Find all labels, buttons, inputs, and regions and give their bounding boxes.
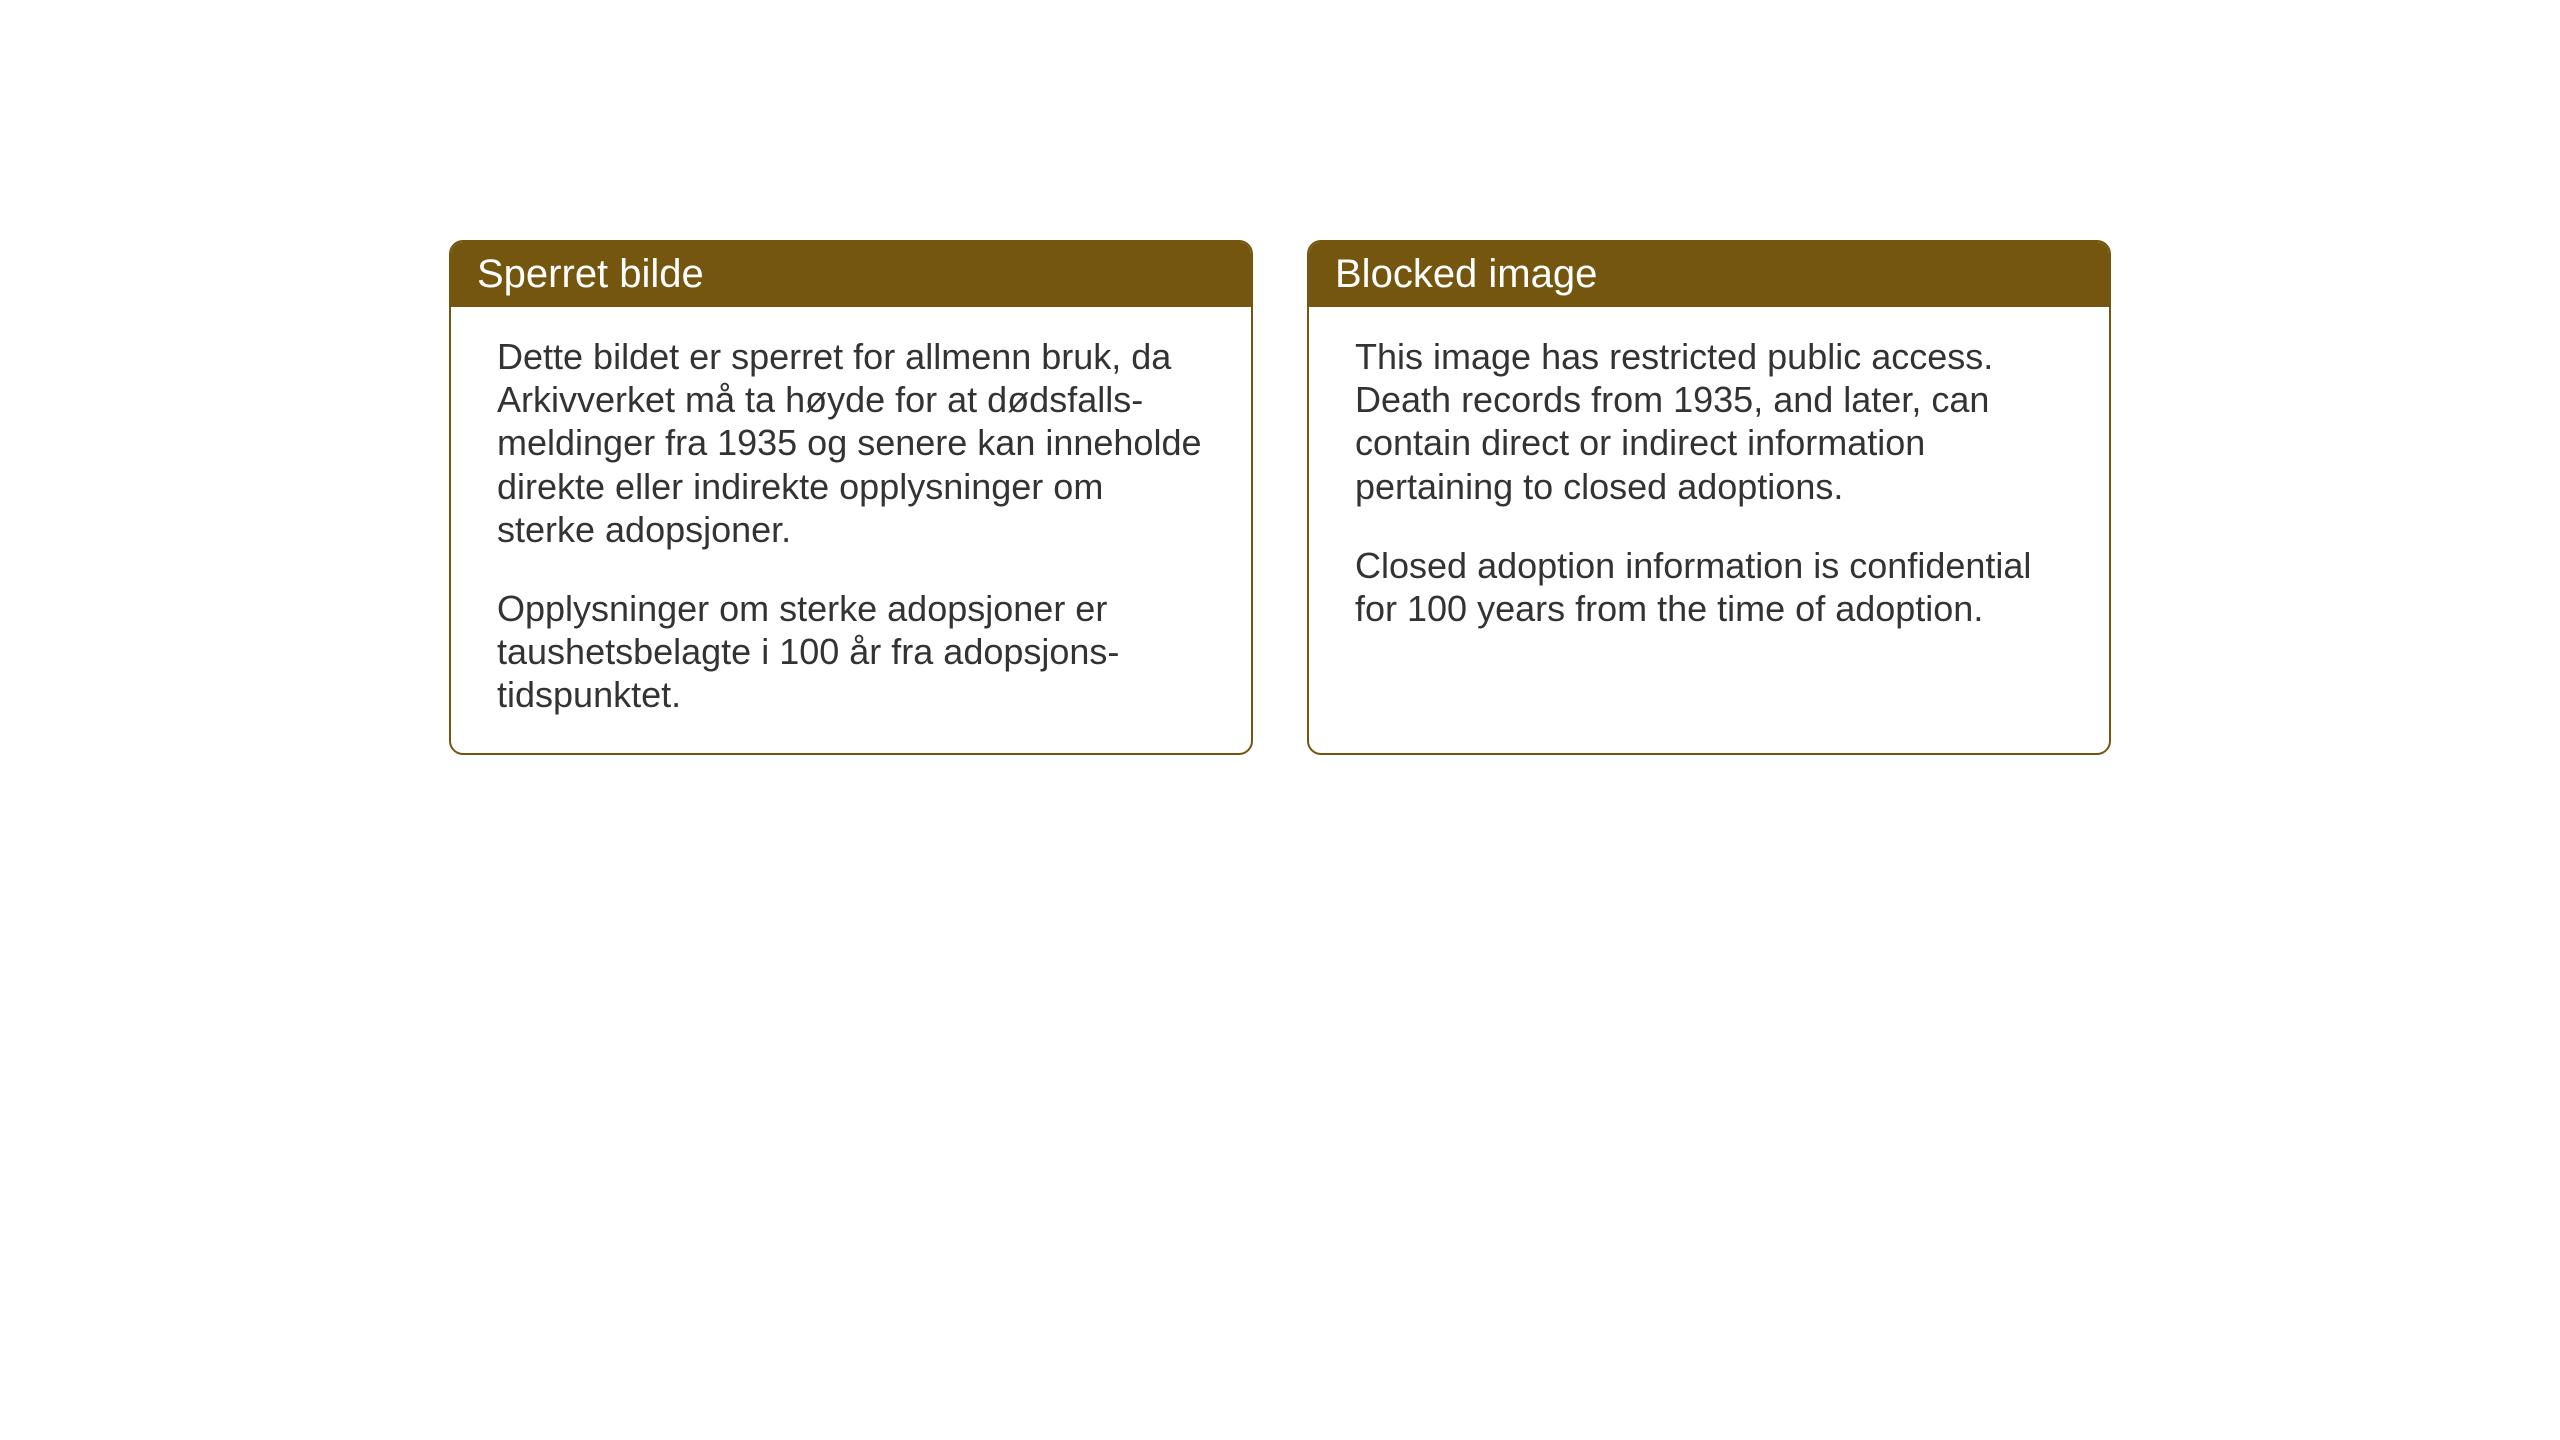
english-paragraph-1: This image has restricted public access.… [1355, 335, 2063, 508]
norwegian-paragraph-1: Dette bildet er sperret for allmenn bruk… [497, 335, 1205, 551]
norwegian-card-title: Sperret bilde [451, 242, 1251, 307]
norwegian-paragraph-2: Opplysninger om sterke adopsjoner er tau… [497, 587, 1205, 717]
norwegian-card-body: Dette bildet er sperret for allmenn bruk… [451, 307, 1251, 753]
english-notice-card: Blocked image This image has restricted … [1307, 240, 2111, 755]
english-card-body: This image has restricted public access.… [1309, 307, 2109, 666]
english-card-title: Blocked image [1309, 242, 2109, 307]
english-paragraph-2: Closed adoption information is confident… [1355, 544, 2063, 630]
norwegian-notice-card: Sperret bilde Dette bildet er sperret fo… [449, 240, 1253, 755]
notice-container: Sperret bilde Dette bildet er sperret fo… [449, 240, 2111, 755]
